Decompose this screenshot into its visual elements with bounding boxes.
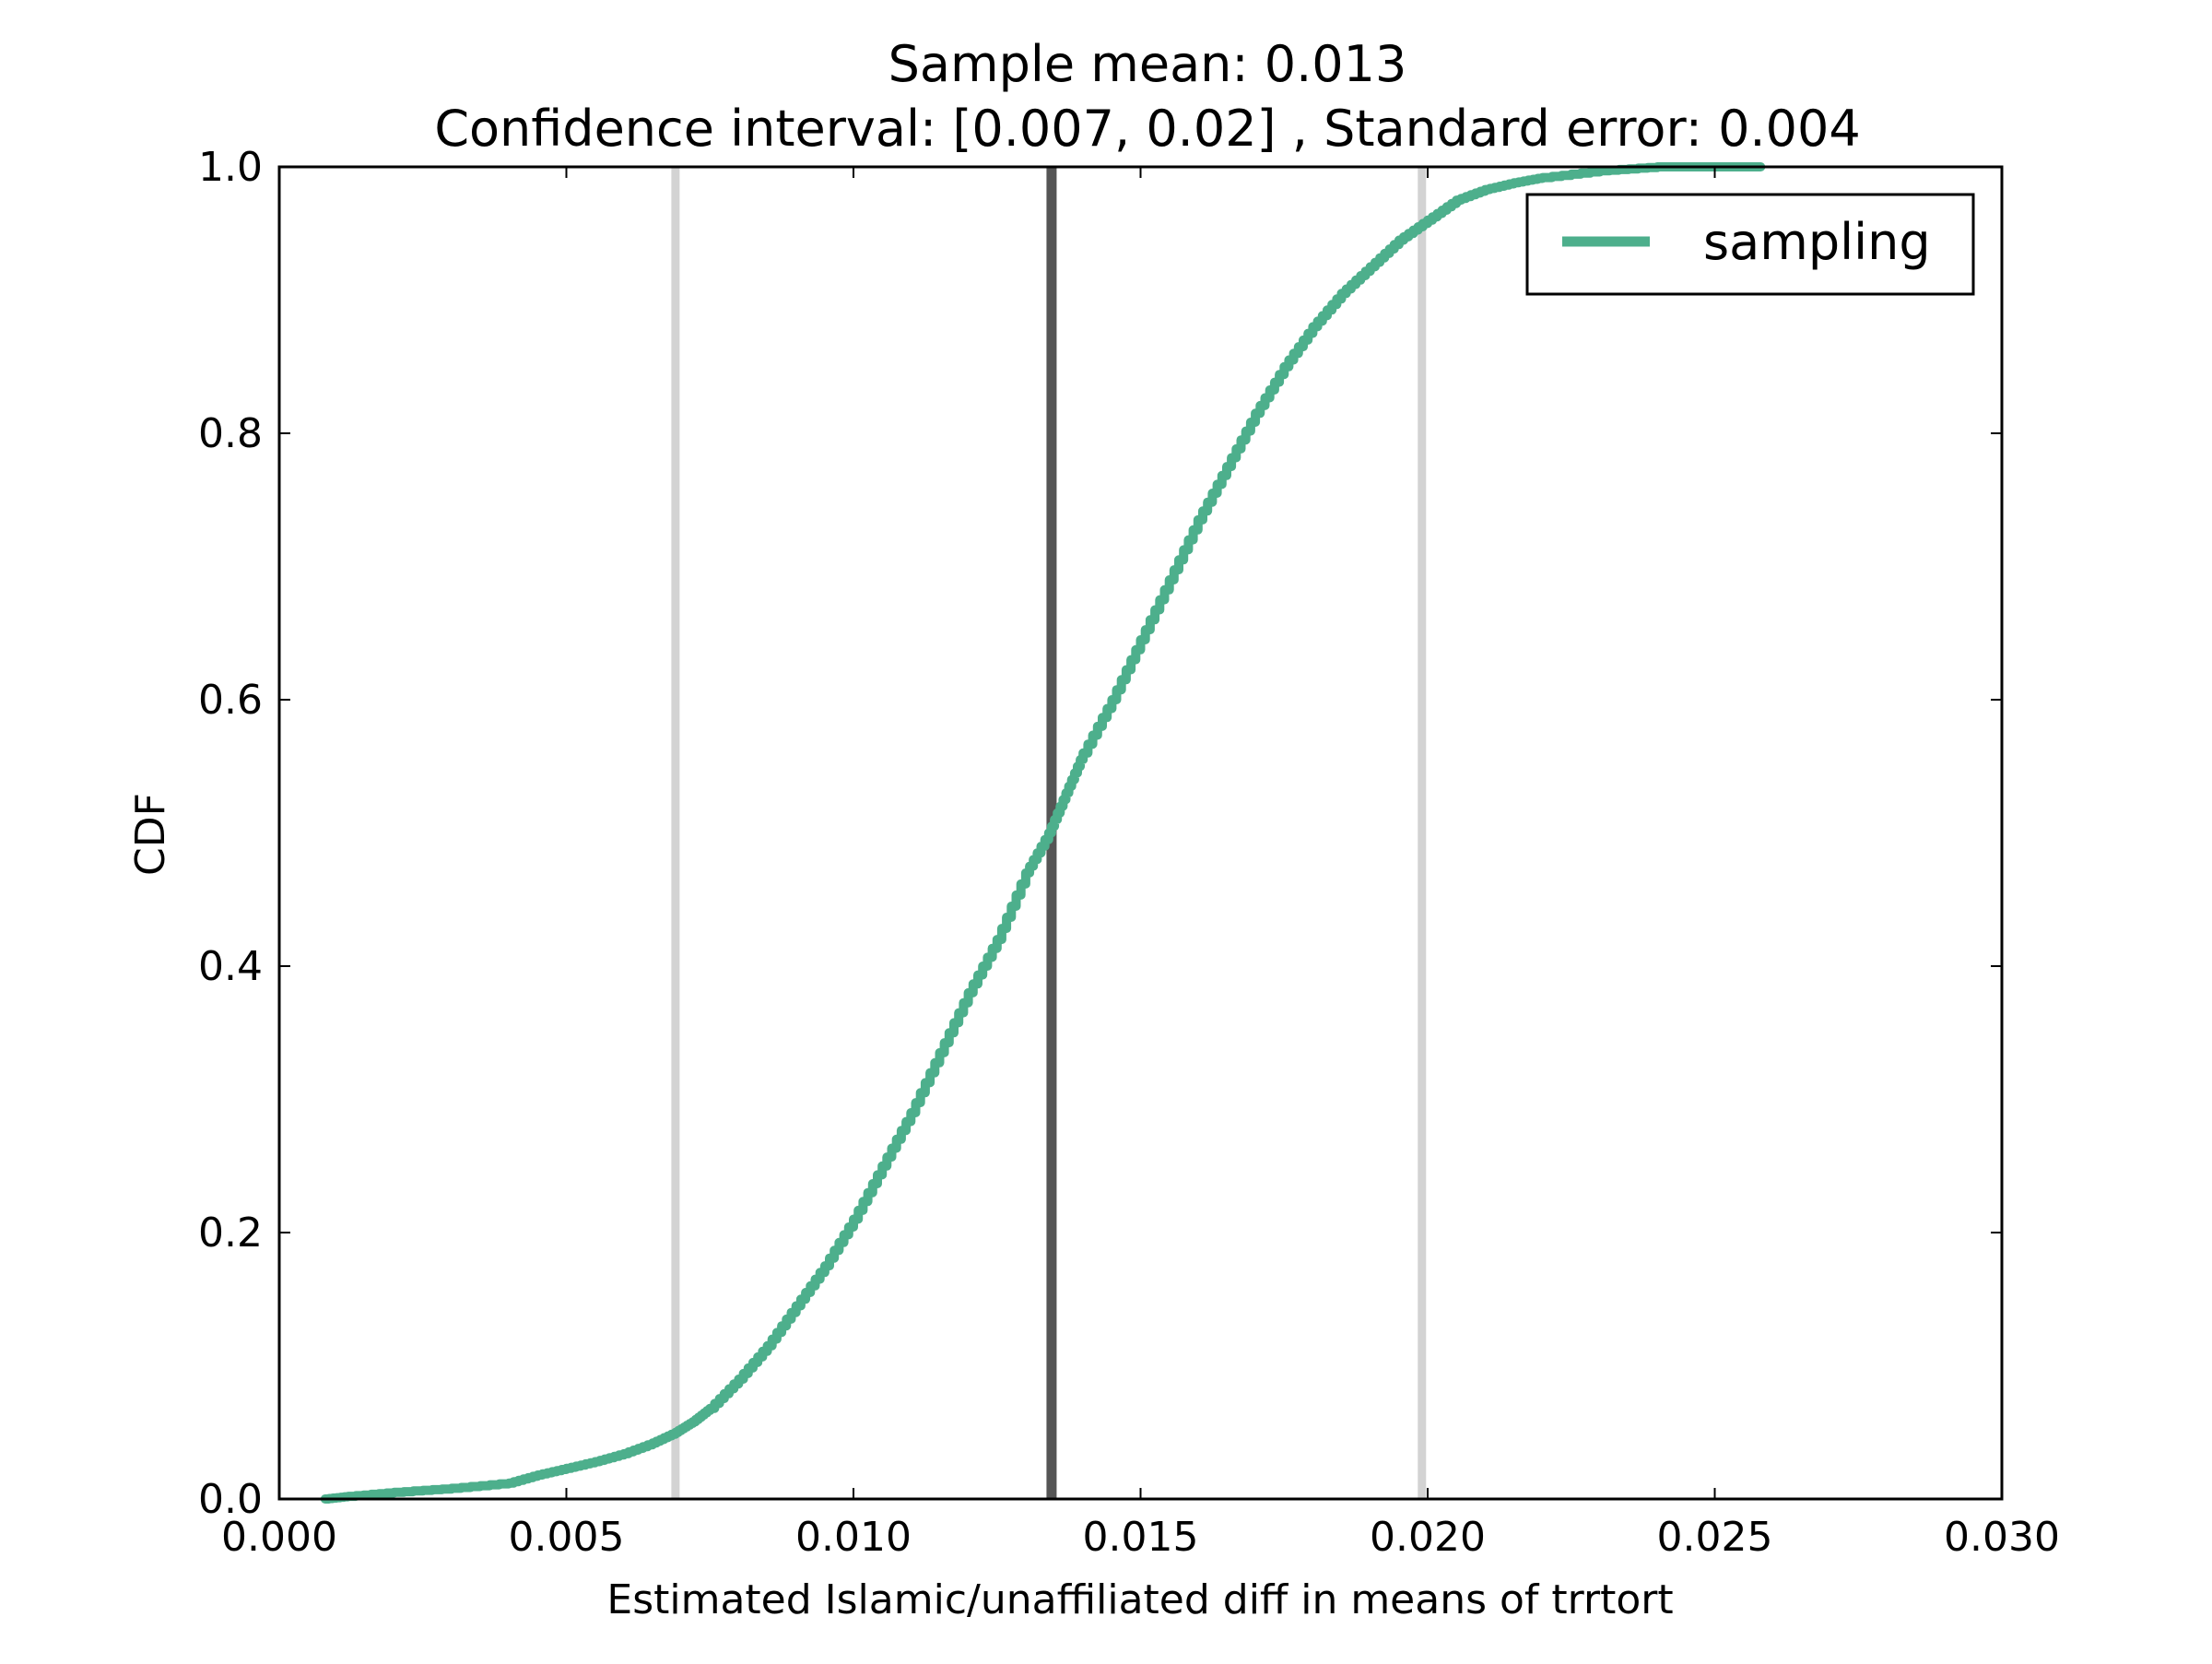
series-line-sampling — [320, 162, 1766, 1504]
x-tick-label: 0.015 — [1083, 1514, 1199, 1561]
legend-label-sampling: sampling — [1703, 213, 1931, 271]
x-tick-label: 0.020 — [1370, 1514, 1486, 1561]
x-tick-label: 0.025 — [1657, 1514, 1773, 1561]
y-tick-label: 0.2 — [198, 1210, 263, 1257]
chart-title-line1: Sample mean: 0.013 — [888, 35, 1407, 93]
y-tick-label: 1.0 — [198, 144, 263, 191]
chart-title-line2: Confidence interval: [0.007, 0.02] , Sta… — [434, 100, 1860, 158]
x-tick-label: 0.000 — [221, 1514, 337, 1561]
x-axis-ticks: 0.000 0.005 0.010 0.015 0.020 0.025 0.030 — [221, 167, 2060, 1561]
y-axis-ticks: 0.0 0.2 0.4 0.6 0.8 1.0 — [198, 144, 2002, 1523]
x-tick-label: 0.005 — [509, 1514, 625, 1561]
legend: sampling — [1525, 193, 1975, 296]
x-tick-label: 0.010 — [795, 1514, 912, 1561]
y-tick-label: 0.6 — [198, 677, 263, 724]
y-tick-label: 0.4 — [198, 943, 263, 990]
x-tick-label: 0.030 — [1944, 1514, 2060, 1561]
plot-frame — [277, 165, 2004, 1501]
y-tick-label: 0.8 — [198, 410, 263, 457]
y-tick-label: 0.0 — [198, 1476, 263, 1523]
series-layer — [320, 162, 1766, 1504]
x-axis-label: Estimated Islamic/unaffiliated diff in m… — [606, 1576, 1673, 1623]
y-axis-label: CDF — [127, 793, 174, 876]
